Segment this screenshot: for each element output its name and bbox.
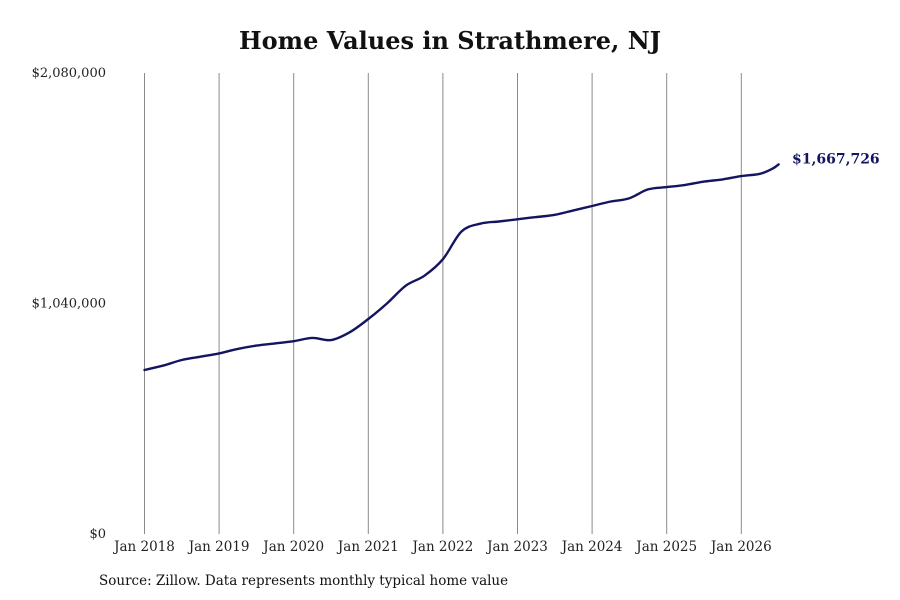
x-tick-label: Jan 2022 bbox=[410, 539, 473, 555]
series-line bbox=[143, 163, 780, 372]
x-tick-label: Jan 2019 bbox=[187, 539, 250, 555]
x-tick-label: Jan 2020 bbox=[261, 539, 324, 555]
series-layer: $1,667,726 bbox=[143, 151, 880, 372]
x-tick-label: Jan 2026 bbox=[709, 539, 772, 555]
x-tick-label: Jan 2021 bbox=[336, 539, 399, 555]
end-value-label: $1,667,726 bbox=[792, 151, 880, 167]
source-note: Source: Zillow. Data represents monthly … bbox=[99, 573, 509, 589]
x-axis-ticks: Jan 2018 Jan 2019 Jan 2020 Jan 2021 Jan 2022… bbox=[112, 539, 772, 555]
x-tick-label: Jan 2025 bbox=[634, 539, 697, 555]
chart-title: Home Values in Strathmere, NJ bbox=[238, 26, 662, 55]
y-axis-ticks: $0 $1,040,000 $2,080,000 bbox=[32, 66, 106, 542]
y-tick-label: $1,040,000 bbox=[32, 297, 106, 312]
x-tick-label: Jan 2024 bbox=[560, 539, 623, 555]
vertical-gridlines bbox=[144, 73, 742, 534]
y-tick-label: $0 bbox=[89, 527, 106, 542]
x-tick-label: Jan 2023 bbox=[485, 539, 548, 555]
x-tick-label: Jan 2018 bbox=[112, 539, 175, 555]
y-tick-label: $2,080,000 bbox=[32, 66, 106, 81]
